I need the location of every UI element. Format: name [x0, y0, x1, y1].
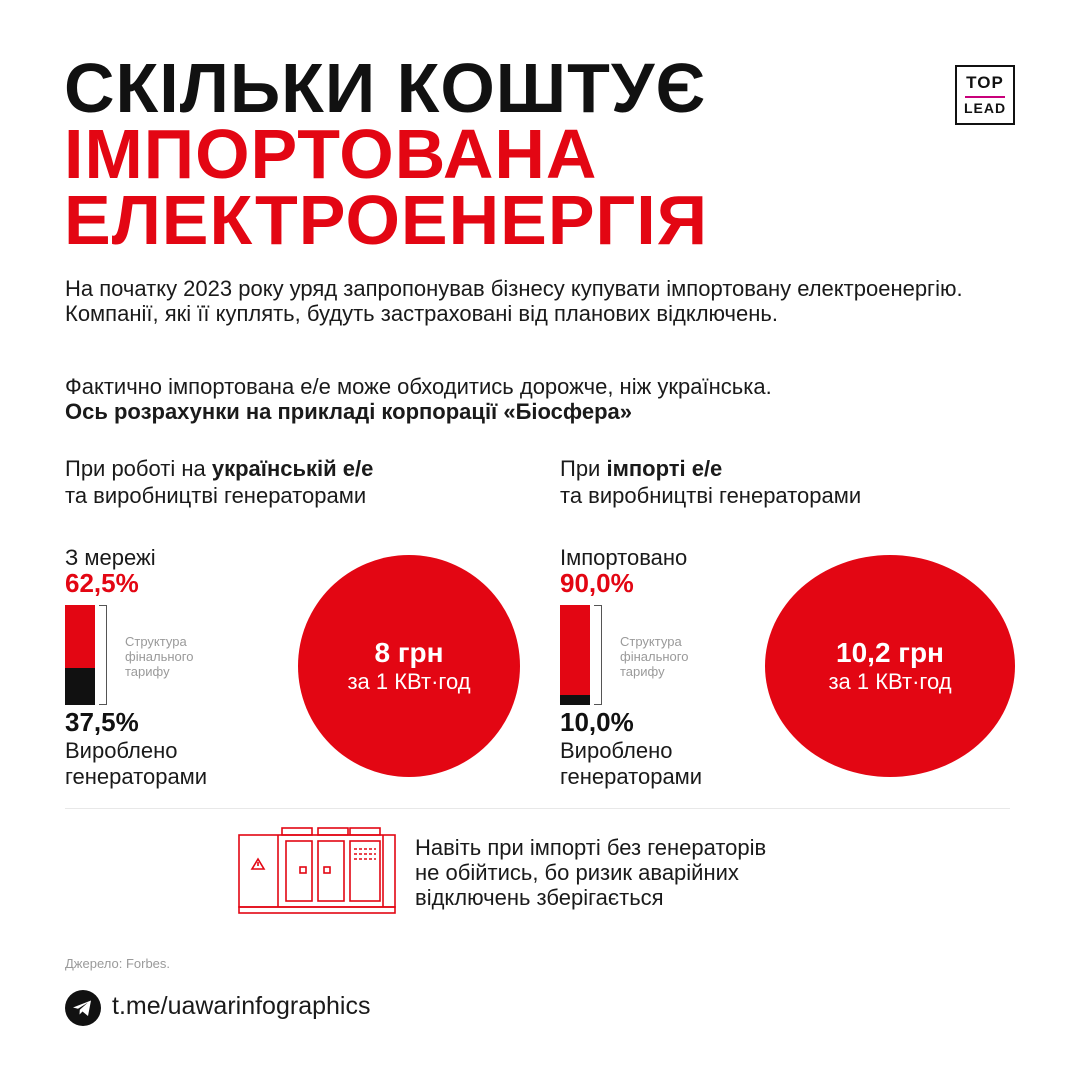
panel-ukrainian-bottom-label-1: Вироблено [65, 738, 178, 763]
panel-ukrainian-bottom-segment [65, 667, 95, 705]
panel-import-head-bold: імпорті е/е [606, 456, 723, 481]
panel-import-unit: за 1 КВт·год [828, 669, 952, 694]
title-line-3: ЕЛЕКТРОЕНЕРГІЯ [64, 181, 708, 259]
panel-ukrainian-bracket [99, 605, 107, 705]
note-line-1: Навіть при імпорті без генераторів [415, 835, 767, 860]
note-text: Навіть при імпорті без генераторів не об… [415, 835, 766, 910]
panel-import-top-segment [560, 605, 590, 695]
logo-line-1: TOP [966, 73, 1004, 92]
panel-ukrainian-top-segment [65, 605, 95, 668]
panel-import-bottom-label: Вироблено генераторами [560, 738, 702, 790]
panel-ukrainian-head-post: та виробництві генераторами [65, 483, 367, 508]
panel-import-stack [560, 605, 590, 705]
logo-divider [965, 96, 1005, 98]
panel-ukrainian-bottom-pct: 37,5% [65, 707, 139, 737]
panel-import-price: 10,2 грн [836, 637, 944, 668]
top-lead-logo: TOP LEAD [955, 65, 1015, 125]
panel-import-bottom-label-2: генераторами [560, 764, 703, 789]
panel-ukrainian-price-circle: 8 грн за 1 КВт·год [298, 555, 520, 777]
title-line-2: ІМПОРТОВАНА [64, 115, 598, 193]
panel-import-top-pct: 90,0% [560, 568, 634, 598]
note-line-2: не обійтись, бо ризик аварійних [415, 860, 739, 885]
source-text: Джерело: Forbes. [65, 956, 171, 971]
intro-text: На початку 2023 року уряд запропонував б… [65, 276, 963, 326]
fact-sentence: Фактично імпортована е/е може обходитись… [65, 374, 772, 399]
panel-import-top-label: Імпортовано [560, 545, 688, 570]
panel-ukrainian-bottom-label: Вироблено генераторами [65, 738, 207, 790]
panel-import-head-pre: При [560, 456, 607, 481]
panel-import-structure-label: Структура фінального тарифу [620, 634, 689, 679]
generator-icon [238, 827, 398, 920]
panel-import-price-circle: 10,2 грн за 1 КВт·год [765, 555, 1015, 777]
fact-bold-sentence: Ось розрахунки на прикладі корпорації «Б… [65, 399, 633, 424]
panel-ukrainian-top-label: З мережі [65, 545, 156, 570]
panel-ukrainian-head-bold: українській е/е [211, 456, 374, 481]
title-line-1: СКІЛЬКИ КОШТУЄ [64, 49, 707, 127]
panel-ukrainian-structure-label: Структура фінального тарифу [125, 634, 194, 679]
panel-import-bracket [594, 605, 602, 705]
panel-ukrainian-stack [65, 605, 95, 705]
panel-import-bottom-pct: 10,0% [560, 707, 634, 737]
fact-text: Фактично імпортована е/е може обходитись… [65, 374, 1025, 424]
panel-ukrainian-unit: за 1 КВт·год [347, 669, 471, 694]
telegram-icon [65, 990, 101, 1031]
panel-import-bottom-label-1: Вироблено [560, 738, 673, 763]
logo-line-2: LEAD [963, 100, 1007, 116]
panel-ukrainian-price: 8 грн [374, 637, 444, 668]
panel-ukrainian-bottom-label-2: генераторами [65, 764, 208, 789]
panel-ukrainian-top-pct: 62,5% [65, 568, 139, 598]
panel-ukrainian-head-pre: При роботі на [65, 456, 212, 481]
panel-import-bottom-segment [560, 695, 590, 705]
note-line-3: відключень зберігається [415, 885, 664, 910]
panel-ukrainian-heading: При роботі на українській е/е та виробни… [65, 455, 373, 509]
section-divider [65, 808, 1010, 809]
panel-import-head-post: та виробництві генераторами [560, 483, 862, 508]
page-title: СКІЛЬКИ КОШТУЄ ІМПОРТОВАНА ЕЛЕКТРОЕНЕРГІ… [64, 49, 708, 259]
panel-import-heading: При імпорті е/е та виробництві генератор… [560, 455, 861, 509]
telegram-link[interactable]: t.me/uawarinfographics [112, 992, 371, 1020]
